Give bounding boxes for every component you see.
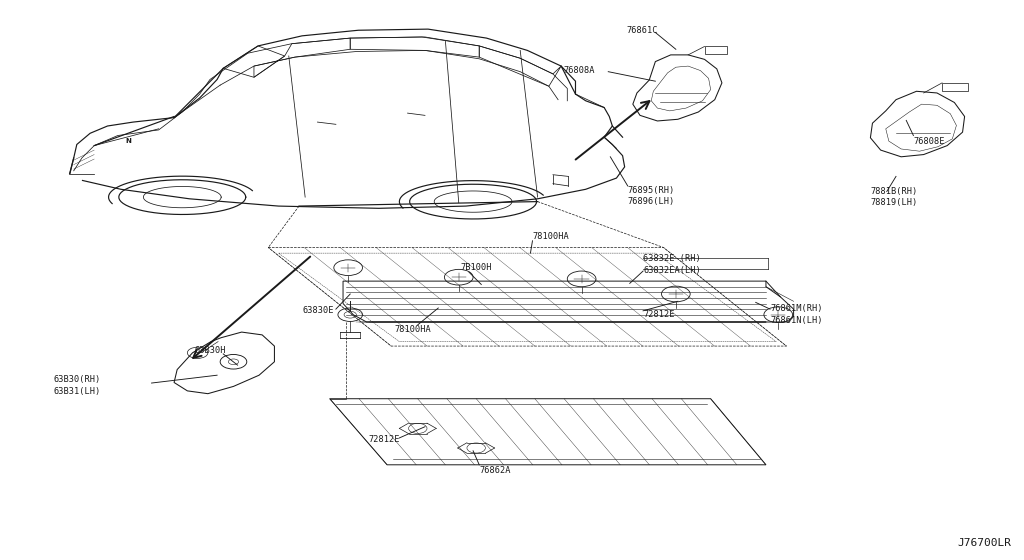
Text: 7B100H: 7B100H — [461, 263, 493, 272]
Text: 76808A: 76808A — [563, 66, 595, 75]
Text: 63B30H: 63B30H — [195, 346, 226, 354]
Text: 76861C: 76861C — [627, 26, 658, 35]
Text: 78100HA: 78100HA — [532, 232, 569, 241]
Text: 63830E: 63830E — [302, 306, 334, 315]
Text: 78100HA: 78100HA — [394, 325, 431, 334]
Text: 76895(RH)
76896(LH): 76895(RH) 76896(LH) — [628, 186, 675, 206]
Text: 72812E: 72812E — [369, 435, 400, 444]
Text: 63832E (RH)
63832EA(LH): 63832E (RH) 63832EA(LH) — [643, 254, 700, 274]
Text: 76808E: 76808E — [913, 137, 945, 146]
Text: J76700LR: J76700LR — [957, 538, 1012, 548]
Text: N: N — [125, 138, 131, 144]
Text: 76861M(RH)
76861N(LH): 76861M(RH) 76861N(LH) — [770, 305, 822, 325]
Text: 7881B(RH)
78819(LH): 7881B(RH) 78819(LH) — [870, 187, 918, 207]
Text: 63B30(RH)
63B31(LH): 63B30(RH) 63B31(LH) — [53, 375, 100, 395]
Text: 76862A: 76862A — [479, 466, 511, 475]
Text: 72812E: 72812E — [643, 310, 675, 319]
